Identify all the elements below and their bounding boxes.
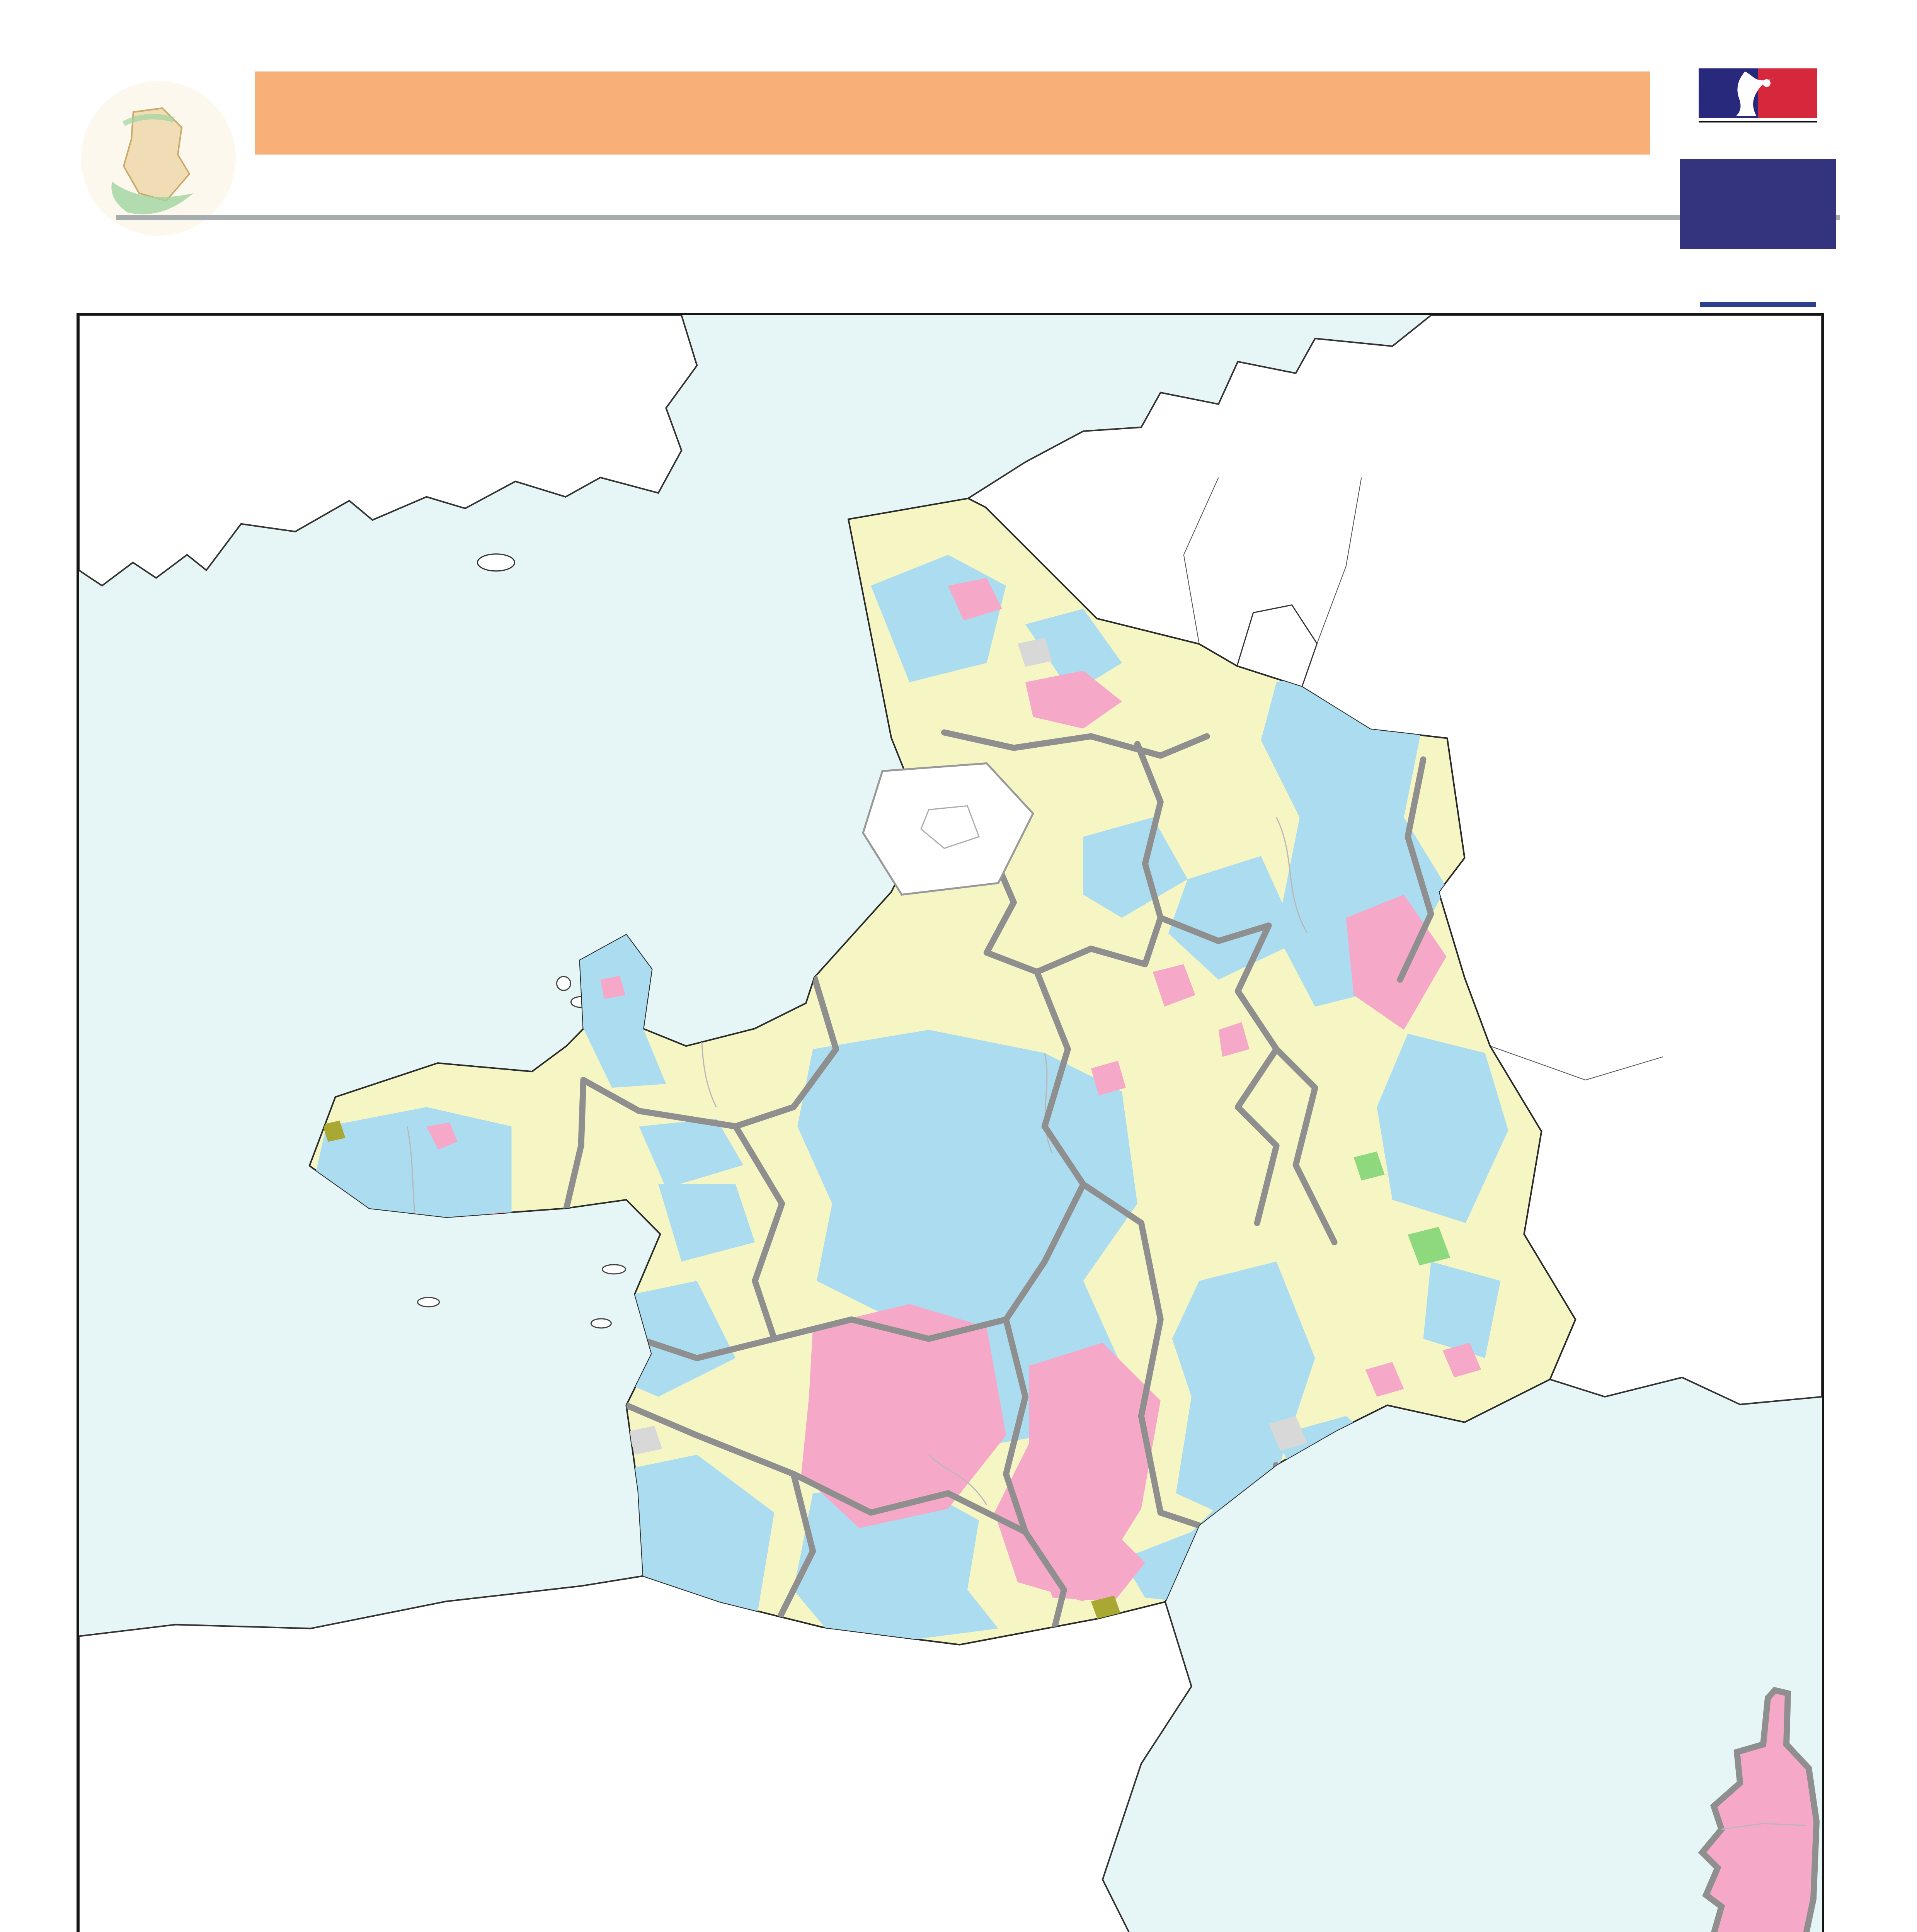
switzerland-border <box>1490 1046 1663 1081</box>
luxembourg-border <box>1236 604 1318 687</box>
map-canvas <box>78 315 1823 1932</box>
datar-underline <box>1700 302 1816 307</box>
belgium-border <box>1183 477 1219 644</box>
atlantic-island <box>417 1297 440 1308</box>
germany-border <box>1316 477 1362 644</box>
isle-of-wight <box>477 553 515 572</box>
uk-landmass <box>78 315 698 587</box>
marianne-icon <box>1699 68 1817 118</box>
channel-island <box>556 976 571 991</box>
corse-island <box>1698 1687 1820 1932</box>
banner <box>255 71 1650 155</box>
atlantic-island <box>590 1318 612 1329</box>
map-frame <box>77 313 1824 1932</box>
republique-francaise-logo <box>1699 68 1817 125</box>
atlantic-island <box>601 1264 626 1275</box>
observatoire-territoires-logo <box>66 66 251 251</box>
rf-divider <box>1699 121 1817 122</box>
header-rule <box>116 215 1840 220</box>
ile-de-france-region <box>862 762 1034 896</box>
ministry-block <box>1680 159 1836 249</box>
